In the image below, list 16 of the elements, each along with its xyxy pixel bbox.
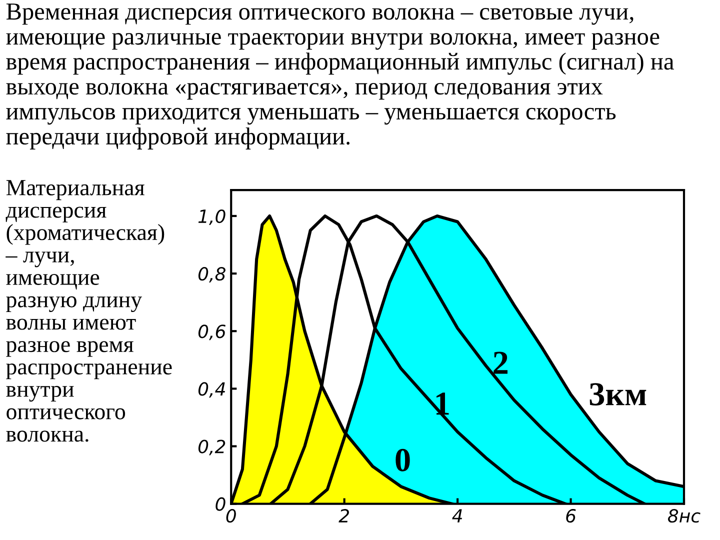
y-tick-label: 1,0 (198, 209, 226, 225)
x-tick-label: 4 (452, 509, 462, 522)
y-tick-label: 0,2 (198, 440, 226, 456)
series-label: 2 (494, 352, 508, 374)
y-tick-label: 0,4 (198, 382, 225, 398)
series-label: 3км (590, 383, 646, 406)
y-tick-label: 0,6 (198, 324, 226, 340)
text: Материальная дисперсия (хроматическая) – лучи, имеющие разную длину волны имеют разное время распространение внутри оптического волокна. (6, 180, 172, 442)
chart-title: Временная дисперсия оптического волокна – световые лучи, имеющие различные траектории внутри волокна, имеет разное время распространения – информационный импульс (сигнал) на выходе волокна «растягивается», период следования этих импульсов приходится уменьшать – уменьшается скорость передачи цифровой информации. (6, 4, 674, 150)
y-tick-label: 0 (216, 497, 226, 511)
x-tick-label: 0 (226, 509, 236, 523)
y-tick-label: 0,8 (198, 267, 226, 283)
x-tick-label: 2 (338, 509, 349, 522)
x-tick-label: 6 (566, 509, 576, 523)
series-label: 0 (396, 448, 410, 472)
x-tick-label: 8нс (668, 509, 700, 523)
